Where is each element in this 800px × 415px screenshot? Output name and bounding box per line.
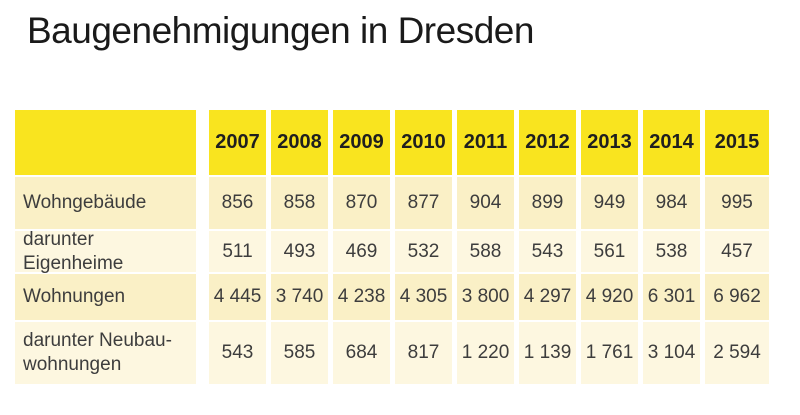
year-header-2015: 2015 [705, 110, 769, 175]
value-cell: 4 297 [519, 274, 576, 320]
year-header-2008: 2008 [271, 110, 328, 175]
value-cell: 538 [643, 231, 700, 272]
value-cell: 858 [271, 177, 328, 229]
row-label: Wohngebäude [15, 177, 196, 229]
row-label-text: darunter Eigenheime [23, 228, 124, 274]
row-label-text: Wohngebäude [23, 192, 147, 213]
table-row-wohnungen: Wohnungen 4 445 3 740 4 238 4 305 3 800 … [15, 274, 769, 320]
table-row-wohngebaeude: Wohngebäude 856 858 870 877 904 899 949 … [15, 177, 769, 229]
value-cell: 684 [333, 322, 390, 384]
value-cell: 4 445 [209, 274, 266, 320]
value-cell: 856 [209, 177, 266, 229]
value-cell: 899 [519, 177, 576, 229]
year-header-2014: 2014 [643, 110, 700, 175]
row-label-text: Wohnungen [23, 286, 126, 307]
value-cell: 949 [581, 177, 638, 229]
value-cell: 585 [271, 322, 328, 384]
page-title: Baugenehmigungen in Dresden [27, 10, 534, 51]
row-label: Wohnungen [15, 274, 196, 320]
value-cell: 588 [457, 231, 514, 272]
row-label: darunter Neubau- wohnungen [15, 322, 196, 384]
value-cell: 3 740 [271, 274, 328, 320]
value-cell: 870 [333, 177, 390, 229]
value-cell: 561 [581, 231, 638, 272]
value-cell: 543 [209, 322, 266, 384]
value-cell: 543 [519, 231, 576, 272]
year-header-2013: 2013 [581, 110, 638, 175]
value-cell: 532 [395, 231, 452, 272]
value-cell: 1 220 [457, 322, 514, 384]
table-header-row: 2007 2008 2009 2010 2011 2012 2013 2014 … [15, 110, 769, 175]
value-cell: 3 104 [643, 322, 700, 384]
table-row-neubauwohnungen: darunter Neubau- wohnungen 543 585 684 8… [15, 322, 769, 384]
value-cell: 6 962 [705, 274, 769, 320]
value-cell: 4 305 [395, 274, 452, 320]
value-cell: 4 238 [333, 274, 390, 320]
year-header-2009: 2009 [333, 110, 390, 175]
value-cell: 817 [395, 322, 452, 384]
row-label: darunter Eigenheime [15, 229, 196, 274]
value-cell: 511 [209, 231, 266, 272]
value-cell: 6 301 [643, 274, 700, 320]
year-header-2010: 2010 [395, 110, 452, 175]
value-cell: 984 [643, 177, 700, 229]
value-cell: 3 800 [457, 274, 514, 320]
value-cell: 457 [705, 231, 769, 272]
header-corner-cell [15, 110, 196, 175]
year-header-2007: 2007 [209, 110, 266, 175]
value-cell: 1 761 [581, 322, 638, 384]
value-cell: 469 [333, 231, 390, 272]
year-header-2012: 2012 [519, 110, 576, 175]
value-cell: 877 [395, 177, 452, 229]
value-cell: 1 139 [519, 322, 576, 384]
value-cell: 2 594 [705, 322, 769, 384]
value-cell: 493 [271, 231, 328, 272]
value-cell: 904 [457, 177, 514, 229]
building-permits-table: 2007 2008 2009 2010 2011 2012 2013 2014 … [15, 110, 769, 384]
value-cell: 995 [705, 177, 769, 229]
year-header-2011: 2011 [457, 110, 514, 175]
row-label-text: darunter Neubau- wohnungen [23, 330, 172, 375]
value-cell: 4 920 [581, 274, 638, 320]
table-row-eigenheime: darunter Eigenheime 511 493 469 532 588 … [15, 229, 769, 274]
